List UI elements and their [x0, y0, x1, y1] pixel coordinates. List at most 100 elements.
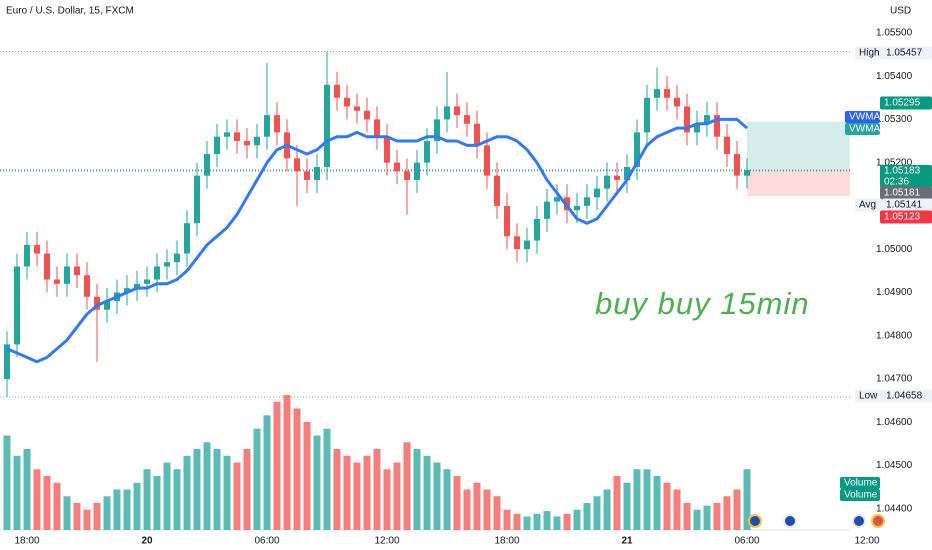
x-tick-label: 18:00 — [14, 536, 39, 547]
candle-body — [94, 296, 100, 310]
candle-body — [464, 115, 470, 124]
candle-body — [384, 136, 390, 163]
volume-bar — [73, 503, 81, 530]
volume-bar — [543, 511, 551, 530]
candle-body — [474, 123, 480, 146]
y-tick-label: 1.05400 — [876, 71, 913, 82]
background-layer — [0, 50, 850, 530]
volume-bar — [433, 462, 441, 530]
candle-body — [684, 106, 690, 133]
candle-body — [574, 205, 580, 211]
volume-bar — [243, 449, 251, 530]
vwma-legend-2-box — [845, 123, 880, 135]
volume-bar — [83, 509, 91, 530]
candle-body — [494, 175, 500, 206]
candle-body — [144, 279, 150, 284]
main-layer — [4, 51, 750, 398]
volume-bar — [293, 408, 301, 530]
vwma-line — [6, 117, 748, 364]
candle-body — [164, 262, 170, 267]
candle-body — [54, 279, 60, 284]
last-price-box — [880, 165, 932, 188]
y-tick-label: 1.04800 — [876, 330, 913, 341]
volume-bar — [373, 449, 381, 530]
candle-body — [34, 244, 40, 254]
volume-bar — [673, 489, 681, 530]
volume-bar — [393, 462, 401, 530]
candle-body — [454, 106, 460, 116]
volume-bar — [683, 503, 691, 530]
x-tick-label: 12:00 — [854, 536, 879, 547]
volume-bar — [553, 516, 561, 530]
low-label: Low — [859, 391, 878, 402]
candle-body — [194, 175, 200, 224]
volume-bar — [563, 513, 571, 530]
volume-bar — [233, 462, 241, 530]
candle-body — [184, 223, 190, 254]
candle-body — [64, 266, 70, 284]
volume-bar — [583, 503, 591, 530]
candle-body — [224, 132, 230, 137]
candle-body — [674, 97, 680, 107]
low-value-box — [882, 389, 932, 403]
candle-body — [724, 136, 730, 155]
x-tick-label: 18:00 — [494, 536, 519, 547]
volume-bar — [413, 449, 421, 530]
volume-bar — [303, 422, 311, 530]
avg-value: 1.05141 — [886, 200, 923, 211]
high-label: High — [859, 48, 880, 59]
volume-bar — [283, 395, 291, 530]
candle-body — [314, 167, 320, 180]
volume-bar — [593, 496, 601, 530]
event-icon-inner — [854, 516, 864, 526]
candle-body — [584, 197, 590, 206]
candle-body — [14, 266, 20, 345]
volume-bar — [703, 505, 711, 530]
volume-bar — [263, 415, 271, 530]
candle-body — [624, 167, 630, 180]
volume-bar — [253, 428, 261, 530]
candle-body — [434, 119, 440, 142]
volume-bar — [93, 503, 101, 530]
candle-body — [654, 89, 660, 98]
candle-body — [714, 115, 720, 137]
candle-body — [634, 132, 640, 168]
volume-bar — [133, 482, 141, 530]
candle-body — [404, 171, 410, 180]
candle-body — [264, 115, 270, 137]
candle-body — [84, 275, 90, 297]
candle-body — [484, 145, 490, 176]
x-tick-label: 06:00 — [734, 536, 759, 547]
volume-legend-2-box — [840, 489, 880, 501]
candle-body — [304, 171, 310, 180]
volume-bar — [493, 496, 501, 530]
volume-bar — [343, 455, 351, 530]
candle-body — [734, 154, 740, 176]
candle-body — [604, 175, 610, 189]
volume-bar — [663, 482, 671, 530]
volume-bar — [513, 513, 521, 530]
candle-body — [274, 115, 280, 133]
candle-body — [644, 97, 650, 133]
countdown: 02:36 — [884, 177, 909, 188]
volume-bar — [353, 462, 361, 530]
volume-bar — [213, 449, 221, 530]
volume-bar — [43, 476, 51, 530]
candle-body — [394, 162, 400, 172]
volume-bar — [623, 482, 631, 530]
entry-price-box — [880, 186, 932, 200]
low-value: 1.04658 — [886, 391, 923, 402]
volume-bar — [483, 489, 491, 530]
y-tick-label: 1.04500 — [876, 460, 913, 471]
volume-bar — [633, 469, 641, 530]
avg-value-box — [882, 198, 932, 212]
x-tick-label: 20 — [141, 536, 153, 547]
candle-body — [294, 158, 300, 172]
volume-legend: Volume — [844, 478, 878, 489]
avg-label-box — [855, 198, 882, 212]
candle-body — [234, 132, 240, 142]
volume-bar — [53, 482, 61, 530]
x-tick-label: 12:00 — [374, 536, 399, 547]
